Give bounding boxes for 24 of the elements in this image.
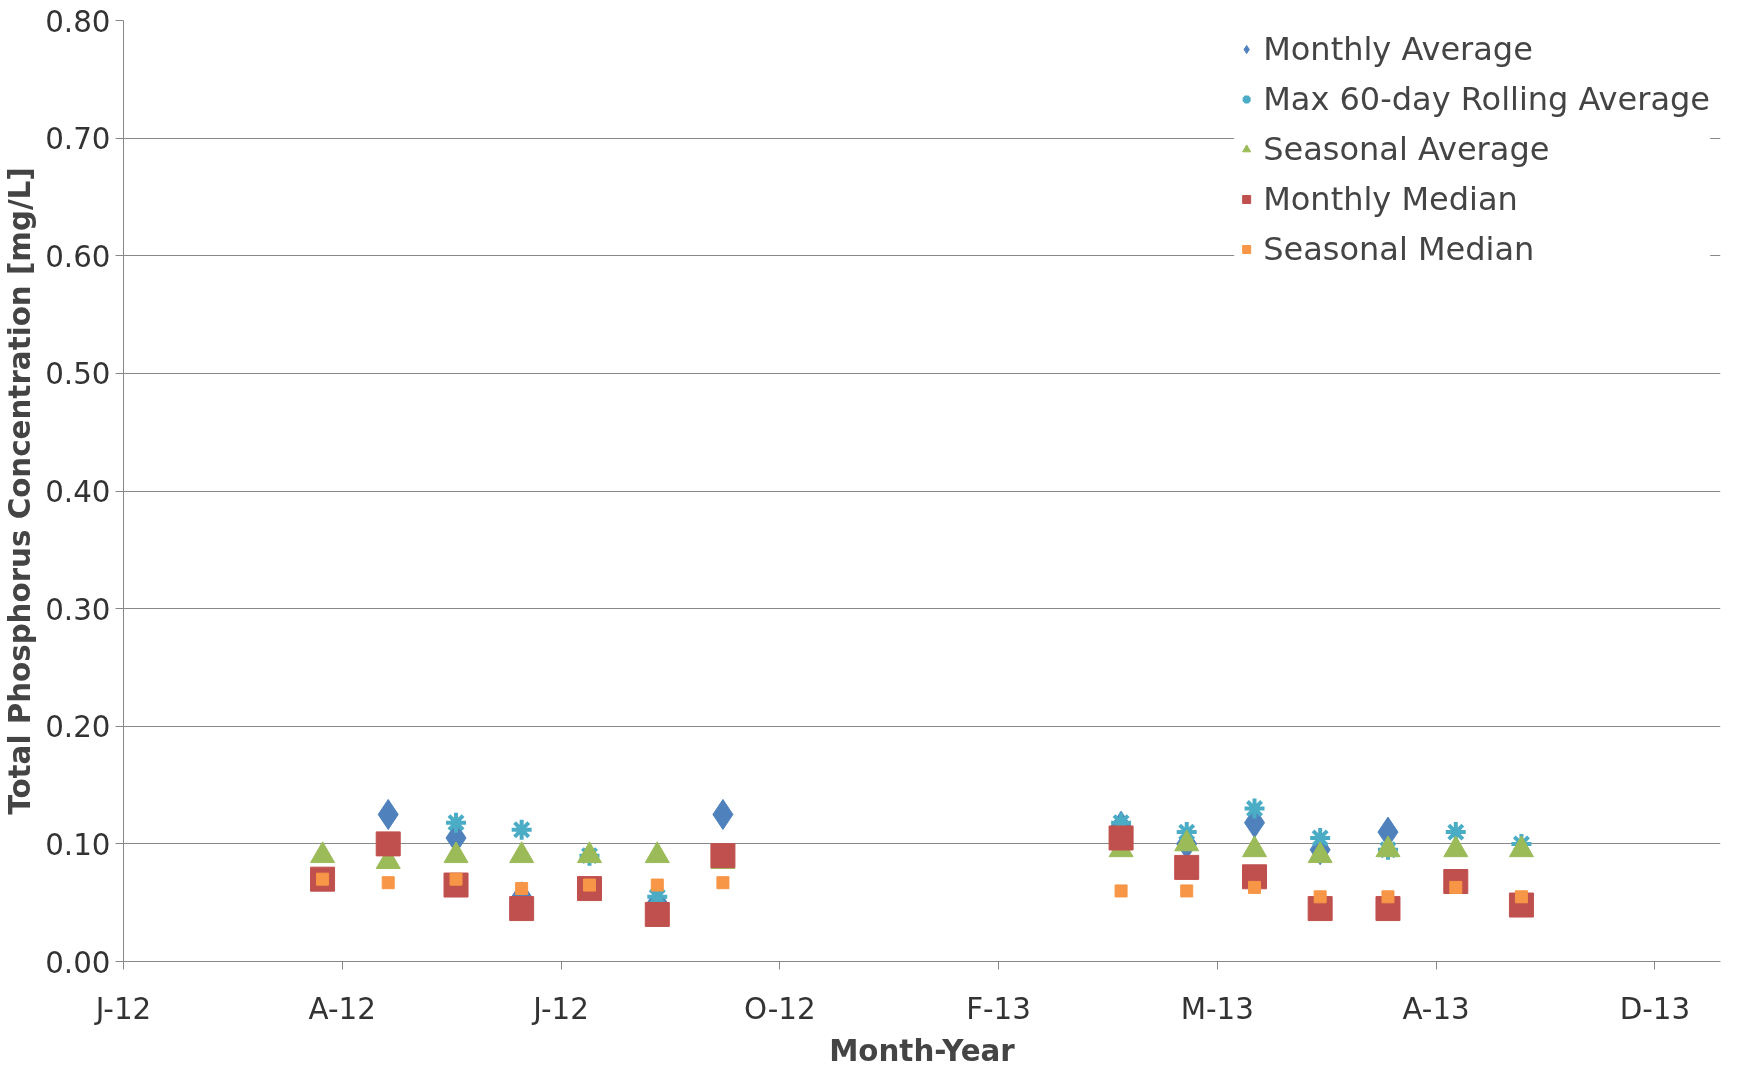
y-tick-label: 0.30 [45, 592, 111, 627]
legend-label: Monthly Median [1263, 180, 1518, 218]
y-tick-label: 0.10 [45, 827, 111, 862]
legend-label: Seasonal Average [1263, 130, 1550, 168]
y-tick-label: 0.20 [45, 710, 111, 745]
x-tick-label: J-12 [93, 991, 152, 1026]
y-axis-title: Total Phosphorus Concentration [mg/L] [3, 167, 38, 815]
y-tick-label: 0.80 [45, 4, 111, 39]
x-tick-label: D-13 [1619, 991, 1691, 1026]
x-tick-label: J-12 [531, 991, 589, 1026]
y-tick-label: 0.70 [45, 122, 111, 157]
x-tick-label: A-12 [308, 991, 376, 1026]
y-tick-label: 0.00 [45, 945, 111, 980]
y-tick-label: 0.50 [45, 357, 111, 392]
x-tick-label: O-12 [743, 991, 816, 1026]
x-axis-title: Month-Year [829, 1033, 1016, 1068]
legend-label: Seasonal Median [1263, 230, 1535, 268]
legend-label: Monthly Average [1263, 30, 1533, 68]
y-tick-label: 0.40 [45, 475, 111, 509]
x-tick-label: M-13 [1180, 991, 1254, 1026]
y-tick-label: 0.60 [45, 239, 111, 274]
legend-label: Max 60-day Rolling Average [1263, 80, 1710, 118]
x-tick-label: A-13 [1402, 991, 1470, 1026]
x-tick-label: F-13 [966, 991, 1031, 1026]
